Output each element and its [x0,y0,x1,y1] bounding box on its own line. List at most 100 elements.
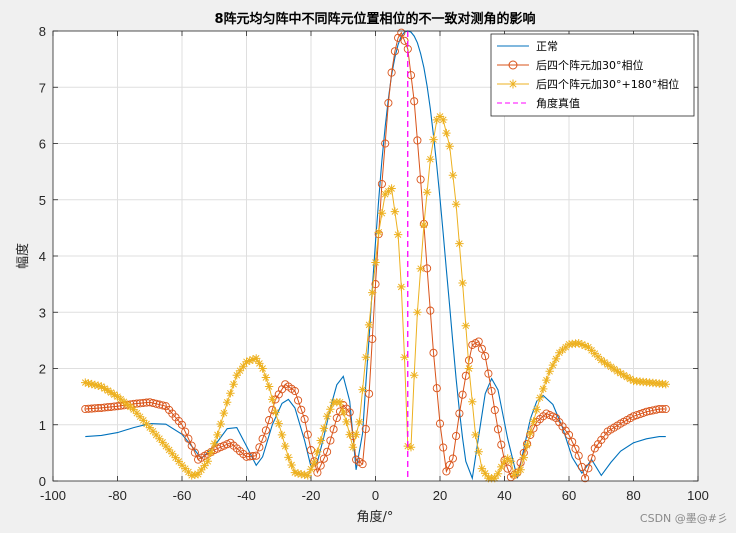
data-point [248,355,258,364]
data-point [500,457,509,466]
legend-entry: 角度真值 [497,96,580,110]
data-point [174,457,183,466]
data-point [110,390,119,399]
data-point [187,441,196,450]
data-point [171,453,180,462]
data-point [316,436,325,445]
data-point [574,451,583,460]
data-point [313,468,322,477]
data-point [87,404,96,413]
x-tick-label: 40 [497,488,511,503]
data-point [258,364,267,373]
data-point [513,468,522,477]
data-point [161,441,171,451]
data-point [361,353,370,362]
data-point [471,430,480,440]
data-point [587,346,596,355]
data-point [210,439,219,448]
chart-title: 8阵元均匀阵中不同阵元位置相位的不一致对测角的影响 [214,11,535,27]
data-point [132,399,141,408]
data-point [584,464,593,473]
data-point [197,465,206,475]
data-point [558,345,567,355]
data-point [571,444,580,453]
legend-entry: 正常 [497,40,558,53]
y-tick-label: 7 [39,80,46,95]
data-point [106,388,116,397]
data-point [539,384,548,394]
data-point [658,404,667,414]
data-point [187,471,196,480]
data-point [113,402,122,411]
data-point [574,339,583,348]
data-point [306,446,316,455]
data-point [229,380,238,389]
data-point [252,354,261,363]
data-point [648,406,657,415]
data-point [232,371,241,380]
data-point [355,417,364,427]
data-point [239,362,248,371]
y-tick-label: 1 [39,418,46,433]
data-point [371,258,380,267]
series-line [85,30,666,481]
data-point [516,465,525,474]
data-point [445,460,454,470]
data-point [84,379,93,388]
data-point [319,424,329,433]
data-point [110,402,119,411]
data-point [129,405,138,414]
data-point [445,142,454,151]
data-point [277,430,287,440]
data-point [506,457,516,466]
data-point [219,408,229,418]
data-point [135,412,145,421]
x-tick-label: -100 [40,488,66,503]
data-point [100,403,109,412]
series-line [85,31,666,480]
data-point [190,448,199,457]
data-point [390,47,399,56]
data-point [452,431,461,441]
y-tick-label: 8 [39,24,46,39]
series-2 [81,28,670,483]
data-point [145,423,154,432]
data-point [348,443,358,452]
data-point [313,447,322,456]
data-point [532,405,541,414]
data-point [422,188,432,197]
data-point [545,367,554,376]
y-tick-label: 5 [39,193,46,208]
x-tick-label: 80 [626,488,640,503]
data-point [519,453,528,462]
data-point [142,398,151,407]
x-tick-label: 100 [687,488,709,503]
data-point [584,342,593,352]
data-point [442,128,451,138]
series-layer [81,28,670,483]
data-point [184,467,193,477]
data-point [235,366,245,375]
data-point [432,115,441,125]
data-point [600,358,609,367]
data-point [248,452,257,461]
data-point [351,430,361,439]
data-point [626,374,635,384]
data-point [255,359,264,368]
y-tick-label: 0 [39,474,46,489]
data-point [84,404,93,413]
data-point [432,384,441,393]
data-point [200,461,209,470]
data-point [564,430,574,439]
data-point [487,386,496,396]
data-point [616,369,625,378]
data-point [271,408,280,417]
data-point [255,443,264,452]
data-point [177,461,187,470]
data-point [400,353,409,362]
data-point [458,390,467,399]
data-point [464,364,474,373]
data-point [368,288,377,297]
